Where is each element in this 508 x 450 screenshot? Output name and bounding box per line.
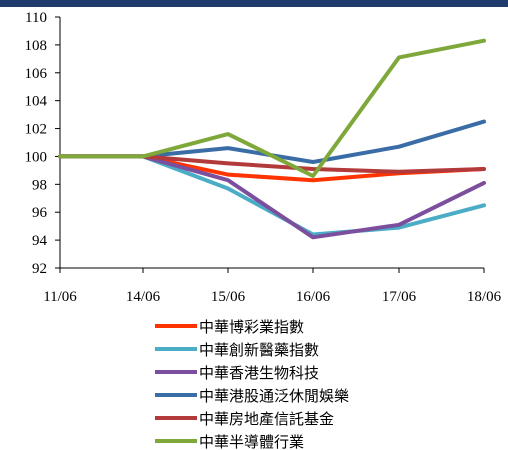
series-line-6 <box>58 38 486 178</box>
y-tick-label: 96 <box>32 205 48 221</box>
y-tick-label: 106 <box>25 66 48 82</box>
series-line-3 <box>58 154 486 240</box>
x-tick-label: 11/06 <box>43 289 77 305</box>
y-tick-label: 110 <box>25 10 47 26</box>
y-tick-label: 100 <box>25 149 48 165</box>
legend: 中華博彩業指數中華創新醫藥指數中華香港生物科技中華港股通泛休閒娛樂中華房地產信託… <box>155 318 349 450</box>
header-bar <box>0 0 508 7</box>
legend-label: 中華香港生物科技 <box>199 364 319 382</box>
y-tick-label: 92 <box>32 261 47 277</box>
x-tick-label: 14/06 <box>126 289 161 305</box>
y-tick-label: 104 <box>25 94 48 110</box>
axes: 110 108 106 104 102 100 98 96 94 92 11/06 14/06 15/0… <box>25 10 502 305</box>
y-tick-label: 102 <box>25 122 48 138</box>
legend-label: 中華港股通泛休閒娛樂 <box>199 387 349 405</box>
series-line-5 <box>58 154 486 174</box>
series-lines <box>58 38 486 240</box>
x-tick-label: 15/06 <box>211 289 246 305</box>
legend-label: 中華房地產信託基金 <box>199 410 334 428</box>
x-tick-label: 16/06 <box>296 289 331 305</box>
legend-label: 中華創新醫藥指數 <box>199 341 319 359</box>
legend-label: 中華博彩業指數 <box>199 318 304 336</box>
y-tick-label: 98 <box>32 177 47 193</box>
legend-label: 中華半導體行業 <box>199 433 304 450</box>
y-tick-label: 94 <box>32 233 48 249</box>
x-tick-label: 18/06 <box>467 289 502 305</box>
x-tick-label: 17/06 <box>382 289 417 305</box>
y-tick-label: 108 <box>25 38 48 54</box>
